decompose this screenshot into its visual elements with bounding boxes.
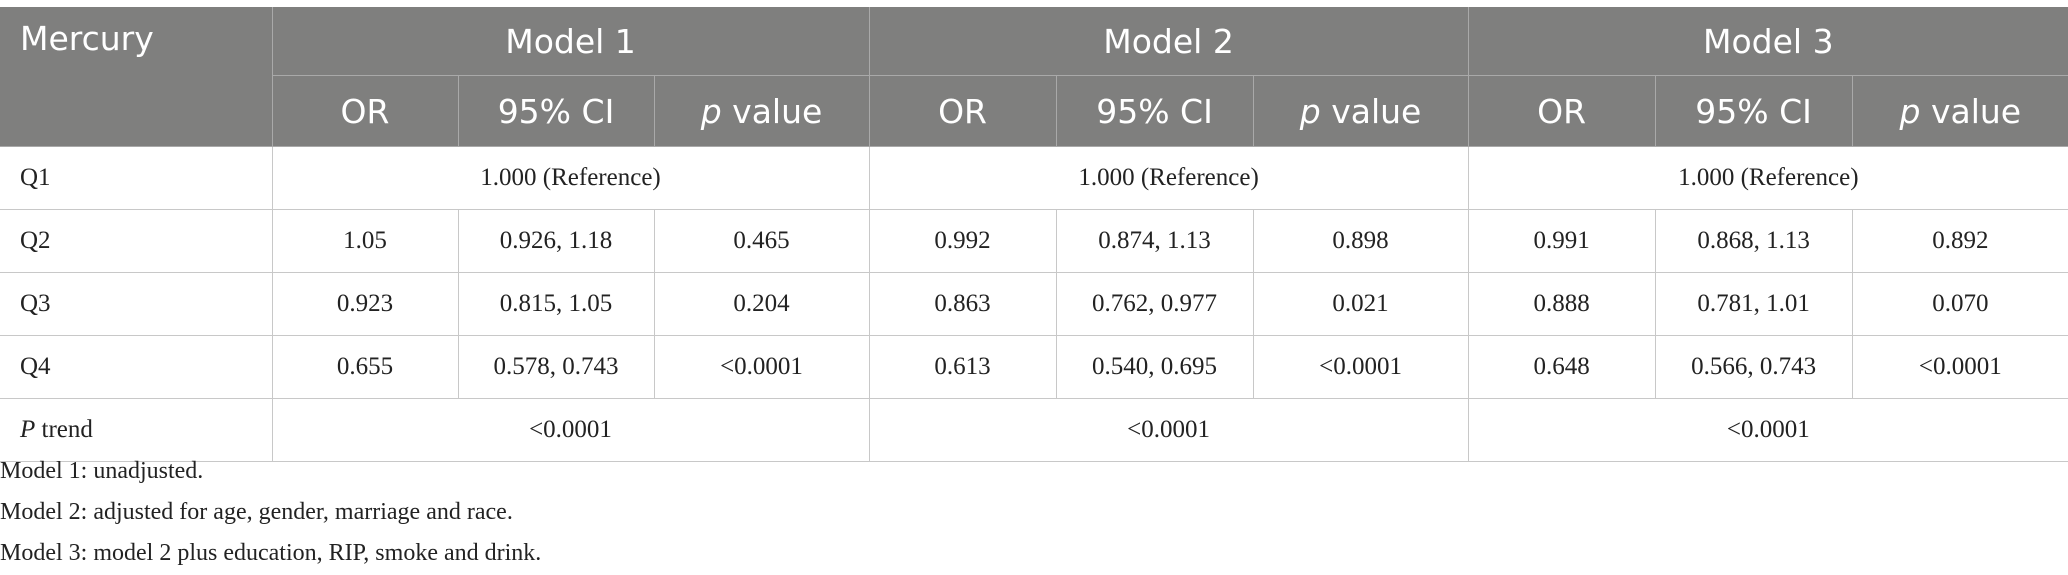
column-header: p value — [1851, 75, 2068, 147]
row-label: Q4 — [0, 335, 273, 399]
cell: 0.874, 1.13 — [1055, 209, 1254, 273]
label-text: value — [1331, 91, 1422, 131]
data-row: Q3 0.923 0.815, 1.05 0.204 0.863 0.762, 0.977… — [0, 272, 2068, 336]
cell: 0.781, 1.01 — [1654, 272, 1853, 336]
cell: <0.0001 — [1851, 335, 2068, 399]
cell: 1.000 (Reference) — [868, 146, 1469, 210]
cell: 0.923 — [271, 272, 459, 336]
column-header: 95% CI — [1654, 75, 1853, 147]
cell: 0.655 — [271, 335, 459, 399]
column-header: OR — [271, 75, 458, 147]
cell: 1.05 — [271, 209, 459, 273]
column-header: 95% CI — [457, 75, 654, 147]
cell: 0.540, 0.695 — [1055, 335, 1254, 399]
cell: 0.863 — [868, 272, 1057, 336]
footnote: Model 1: unadjusted. — [0, 458, 204, 484]
column-header: 95% CI — [1055, 75, 1254, 147]
cell: 0.926, 1.18 — [457, 209, 655, 273]
cell: 1.000 (Reference) — [1467, 146, 2068, 210]
label-text: value — [1930, 91, 2022, 131]
model-header: Model 3 — [1467, 7, 2068, 76]
cell: 0.578, 0.743 — [457, 335, 655, 399]
cell: 0.888 — [1467, 272, 1656, 336]
row-label: Q1 — [0, 146, 273, 210]
model-header: Model 2 — [868, 7, 1469, 76]
cell: 0.762, 0.977 — [1055, 272, 1254, 336]
cell: 0.992 — [868, 209, 1057, 273]
cell: <0.0001 — [1252, 335, 1469, 399]
cell: 0.991 — [1467, 209, 1656, 273]
cell: 0.868, 1.13 — [1654, 209, 1853, 273]
italic-symbol: p — [1899, 91, 1921, 131]
cell: <0.0001 — [653, 335, 870, 399]
footnote: Model 3: model 2 plus education, RIP, sm… — [0, 540, 542, 566]
italic-symbol: p — [1299, 91, 1321, 131]
column-header: OR — [1467, 75, 1656, 147]
row-label-header: Mercury — [0, 7, 272, 147]
column-header: OR — [868, 75, 1057, 147]
cell: 0.021 — [1252, 272, 1469, 336]
header-row: Mercury Model 1 Model 2 Model 3 — [0, 7, 2068, 147]
cell: 0.815, 1.05 — [457, 272, 655, 336]
cell: 0.648 — [1467, 335, 1656, 399]
column-header: p value — [1252, 75, 1469, 147]
cell: <0.0001 — [1467, 398, 2068, 462]
cell: 0.898 — [1252, 209, 1469, 273]
row-label: Q3 — [0, 272, 273, 336]
cell: 0.566, 0.743 — [1654, 335, 1853, 399]
data-row: Q2 1.05 0.926, 1.18 0.465 0.992 0.874, 1.13 0.… — [0, 209, 2068, 273]
results-table: Mercury Model 1 Model 2 Model 3 OR 95% CI p va… — [0, 7, 2068, 462]
footnote: Model 2: adjusted for age, gender, marri… — [0, 499, 513, 525]
label-text: value — [732, 91, 823, 131]
data-row: P trend <0.0001 <0.0001 <0.0001 — [0, 398, 2068, 462]
cell: 0.204 — [653, 272, 870, 336]
cell: <0.0001 — [271, 398, 870, 462]
cell: 1.000 (Reference) — [271, 146, 870, 210]
subheader-row: OR 95% CI p value OR 95% CI p value OR 95% CI p … — [0, 75, 2068, 147]
cell: 0.892 — [1851, 209, 2068, 273]
cell: 0.070 — [1851, 272, 2068, 336]
italic-symbol: p — [700, 91, 722, 131]
row-label: Q2 — [0, 209, 273, 273]
cell: 0.613 — [868, 335, 1057, 399]
label-text: trend — [41, 416, 93, 443]
italic-symbol: P — [20, 416, 36, 443]
row-label: P trend — [0, 398, 273, 462]
model-header: Model 1 — [271, 7, 870, 76]
cell: <0.0001 — [868, 398, 1469, 462]
column-header: p value — [653, 75, 870, 147]
data-row: Q4 0.655 0.578, 0.743 <0.0001 0.613 0.540, 0.… — [0, 335, 2068, 399]
data-row: Q1 1.000 (Reference) 1.000 (Reference) 1.00… — [0, 146, 2068, 210]
cell: 0.465 — [653, 209, 870, 273]
footnotes: Model 1: unadjusted. Model 2: adjusted fo… — [0, 451, 541, 574]
